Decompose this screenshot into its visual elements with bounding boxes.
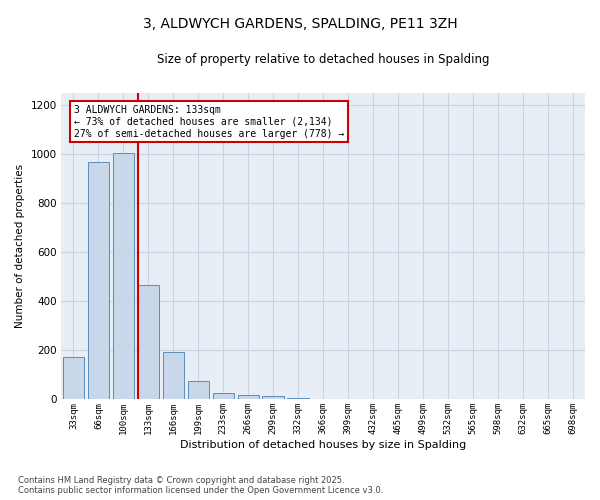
- Bar: [163, 352, 184, 400]
- X-axis label: Distribution of detached houses by size in Spalding: Distribution of detached houses by size …: [180, 440, 466, 450]
- Bar: [63, 356, 84, 400]
- Bar: [287, 398, 308, 400]
- Bar: [238, 394, 259, 400]
- Text: 3 ALDWYCH GARDENS: 133sqm
← 73% of detached houses are smaller (2,134)
27% of se: 3 ALDWYCH GARDENS: 133sqm ← 73% of detac…: [74, 106, 344, 138]
- Bar: [188, 381, 209, 400]
- Text: 3, ALDWYCH GARDENS, SPALDING, PE11 3ZH: 3, ALDWYCH GARDENS, SPALDING, PE11 3ZH: [143, 18, 457, 32]
- Bar: [88, 162, 109, 400]
- Bar: [212, 394, 234, 400]
- Bar: [113, 153, 134, 400]
- Y-axis label: Number of detached properties: Number of detached properties: [15, 164, 25, 328]
- Title: Size of property relative to detached houses in Spalding: Size of property relative to detached ho…: [157, 52, 489, 66]
- Text: Contains HM Land Registry data © Crown copyright and database right 2025.
Contai: Contains HM Land Registry data © Crown c…: [18, 476, 383, 495]
- Bar: [138, 286, 159, 400]
- Bar: [262, 396, 284, 400]
